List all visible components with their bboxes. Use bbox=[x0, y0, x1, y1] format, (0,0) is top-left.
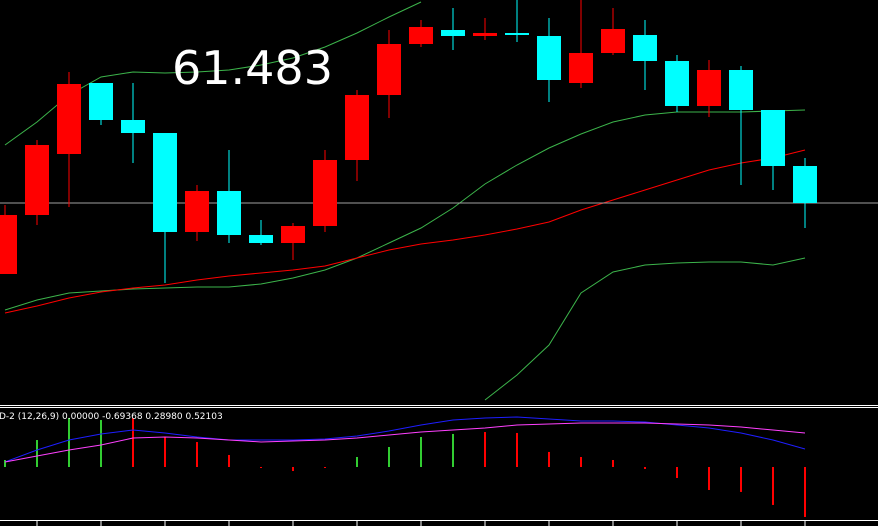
candle-body bbox=[441, 30, 465, 36]
time-ticks bbox=[36, 521, 806, 526]
candle-body bbox=[793, 166, 817, 203]
candle-body bbox=[697, 70, 721, 106]
candle-body bbox=[25, 145, 49, 215]
candle-body bbox=[57, 84, 81, 154]
candle-body bbox=[121, 120, 145, 133]
candle-body bbox=[0, 215, 17, 274]
candle-body bbox=[729, 70, 753, 110]
indicator-label: D-2 (12,26,9) 0.00000 -0.69368 0.28980 0… bbox=[0, 412, 223, 422]
candle-body bbox=[473, 33, 497, 36]
candle-body bbox=[505, 33, 529, 35]
candle-body bbox=[569, 53, 593, 83]
candle-body bbox=[217, 191, 241, 235]
price-panel bbox=[0, 0, 878, 401]
candle-body bbox=[249, 235, 273, 243]
price-label: 61.483 bbox=[172, 41, 333, 95]
indicator-line bbox=[4, 109, 806, 311]
candle-body bbox=[313, 160, 337, 226]
candle-body bbox=[409, 27, 433, 44]
candle-body bbox=[665, 61, 689, 106]
candle-body bbox=[185, 191, 209, 232]
indicator-line bbox=[4, 149, 806, 314]
candle-body bbox=[377, 44, 401, 95]
indicator-line bbox=[4, 416, 806, 463]
candle-body bbox=[345, 95, 369, 160]
candle-body bbox=[761, 110, 785, 166]
candle-body bbox=[89, 83, 113, 120]
indicator-line bbox=[4, 422, 806, 463]
candle-body bbox=[537, 36, 561, 80]
candle-body bbox=[601, 29, 625, 53]
candle-body bbox=[281, 226, 305, 243]
candle-body bbox=[633, 35, 657, 61]
indicator-line bbox=[484, 257, 806, 401]
candle-body bbox=[153, 133, 177, 232]
macd-panel bbox=[4, 416, 806, 517]
